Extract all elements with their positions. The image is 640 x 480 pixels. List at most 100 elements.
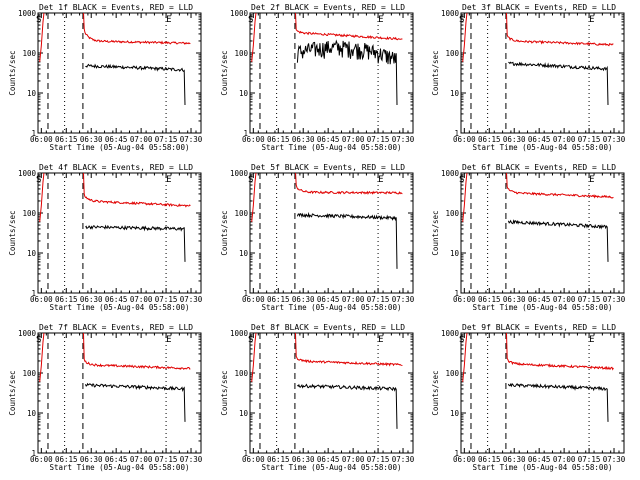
y-tick-label: 10 (239, 89, 249, 98)
y-tick-label: 10 (450, 249, 460, 258)
x-tick-label: 06:30 (80, 295, 103, 304)
panel: Det 4f BLACK = Events, RED = LLD 1 10 100 10… (8, 163, 203, 312)
marker-E: E (378, 175, 383, 185)
y-axis-label: Counts/sec (8, 370, 17, 415)
marker-S: S (459, 175, 464, 185)
x-tick-label: 06:30 (503, 135, 526, 144)
marker-E: E (589, 175, 594, 185)
x-tick-label: 07:15 (155, 135, 178, 144)
y-tick-label: 10 (450, 409, 460, 418)
marker-E: E (378, 15, 383, 25)
x-tick-label: 06:00 (453, 455, 476, 464)
panel-title: Det 9f BLACK = Events, RED = LLD (462, 323, 616, 332)
y-tick-label: 1000 (441, 9, 460, 18)
y-tick-label: 1 (454, 289, 459, 298)
lld-series-line (251, 173, 403, 222)
x-tick-label: 06:45 (105, 455, 128, 464)
panel-title: Det 7f BLACK = Events, RED = LLD (39, 323, 193, 332)
x-tick-label: 07:15 (155, 455, 178, 464)
x-tick-label: 06:00 (453, 295, 476, 304)
x-tick-label: 07:15 (578, 135, 601, 144)
plot-frame (37, 172, 202, 294)
panel: Det 9f BLACK = Events, RED = LLD 1 10 100 10… (431, 323, 626, 472)
y-axis-label: Counts/sec (8, 210, 17, 255)
plot-frame (37, 332, 202, 454)
x-tick-label: 07:15 (367, 135, 390, 144)
events-series-line (507, 219, 609, 262)
x-tick-label: 06:15 (55, 135, 78, 144)
plot-frame (249, 12, 414, 134)
x-tick-label: 06:45 (105, 295, 128, 304)
x-tick-label: 07:30 (603, 135, 626, 144)
panel: Det 7f BLACK = Events, RED = LLD 1 10 100 10… (8, 323, 203, 472)
plot-frame (460, 332, 625, 454)
events-series-line (85, 63, 186, 106)
panel-title: Det 8f BLACK = Events, RED = LLD (251, 323, 405, 332)
panel-title: Det 2f BLACK = Events, RED = LLD (251, 3, 405, 12)
x-tick-label: 06:15 (267, 295, 290, 304)
x-tick-label: 07:30 (603, 455, 626, 464)
x-tick-label: 07:30 (180, 135, 203, 144)
y-tick-label: 10 (239, 409, 249, 418)
x-tick-label: 06:45 (528, 295, 551, 304)
y-tick-label: 1 (243, 289, 248, 298)
x-tick-label: 06:30 (80, 135, 103, 144)
y-axis-label: Counts/sec (431, 370, 440, 415)
x-tick-label: 06:15 (267, 455, 290, 464)
x-tick-label: 06:00 (242, 455, 265, 464)
x-axis-label: Start Time (05-Aug-04 05:58:00) (473, 463, 613, 472)
x-tick-label: 06:00 (30, 455, 53, 464)
x-tick-label: 07:15 (578, 455, 601, 464)
y-tick-label: 100 (234, 209, 248, 218)
x-tick-label: 07:30 (603, 295, 626, 304)
x-tick-label: 06:00 (30, 135, 53, 144)
x-axis-label: Start Time (05-Aug-04 05:58:00) (50, 303, 190, 312)
y-tick-label: 1000 (230, 9, 249, 18)
events-series-line (297, 383, 398, 429)
x-axis-label: Start Time (05-Aug-04 05:58:00) (50, 143, 190, 152)
events-series-line (296, 211, 398, 269)
panel: Det 5f BLACK = Events, RED = LLD 1 10 100 10… (220, 163, 415, 312)
y-tick-label: 100 (22, 209, 36, 218)
x-tick-label: 06:30 (292, 455, 315, 464)
plot-frame (249, 172, 414, 294)
y-tick-label: 100 (445, 369, 459, 378)
y-tick-label: 100 (234, 49, 248, 58)
x-tick-label: 07:30 (392, 295, 415, 304)
y-tick-label: 1000 (230, 329, 249, 338)
x-tick-label: 06:15 (55, 455, 78, 464)
plot-frame (249, 332, 414, 454)
y-tick-label: 1000 (18, 169, 37, 178)
y-axis-label: Counts/sec (431, 50, 440, 95)
y-tick-label: 1 (31, 129, 36, 138)
panel-title: Det 3f BLACK = Events, RED = LLD (462, 3, 616, 12)
y-tick-label: 10 (239, 249, 249, 258)
y-tick-label: 10 (450, 89, 460, 98)
plot-frame (37, 12, 202, 134)
x-tick-label: 06:15 (55, 295, 78, 304)
marker-E: E (589, 335, 594, 345)
panel-title: Det 6f BLACK = Events, RED = LLD (462, 163, 616, 172)
y-tick-label: 1000 (441, 169, 460, 178)
x-tick-label: 06:30 (80, 455, 103, 464)
y-tick-label: 1000 (230, 169, 249, 178)
lld-series-line (462, 173, 614, 222)
x-axis-label: Start Time (05-Aug-04 05:58:00) (262, 303, 402, 312)
x-tick-label: 06:15 (478, 295, 501, 304)
x-tick-label: 07:15 (578, 295, 601, 304)
events-series-line (507, 382, 609, 422)
x-tick-label: 07:30 (180, 455, 203, 464)
y-tick-label: 10 (27, 249, 37, 258)
lld-series-line (39, 333, 191, 382)
y-tick-label: 100 (445, 209, 459, 218)
y-tick-label: 1000 (18, 9, 37, 18)
x-tick-label: 06:30 (503, 295, 526, 304)
x-tick-label: 07:00 (130, 455, 153, 464)
y-tick-label: 1 (243, 449, 248, 458)
x-tick-label: 07:30 (392, 455, 415, 464)
lld-series-line (251, 13, 403, 62)
lld-series-line (462, 333, 614, 382)
x-tick-label: 06:30 (292, 135, 315, 144)
x-tick-label: 07:00 (342, 295, 365, 304)
